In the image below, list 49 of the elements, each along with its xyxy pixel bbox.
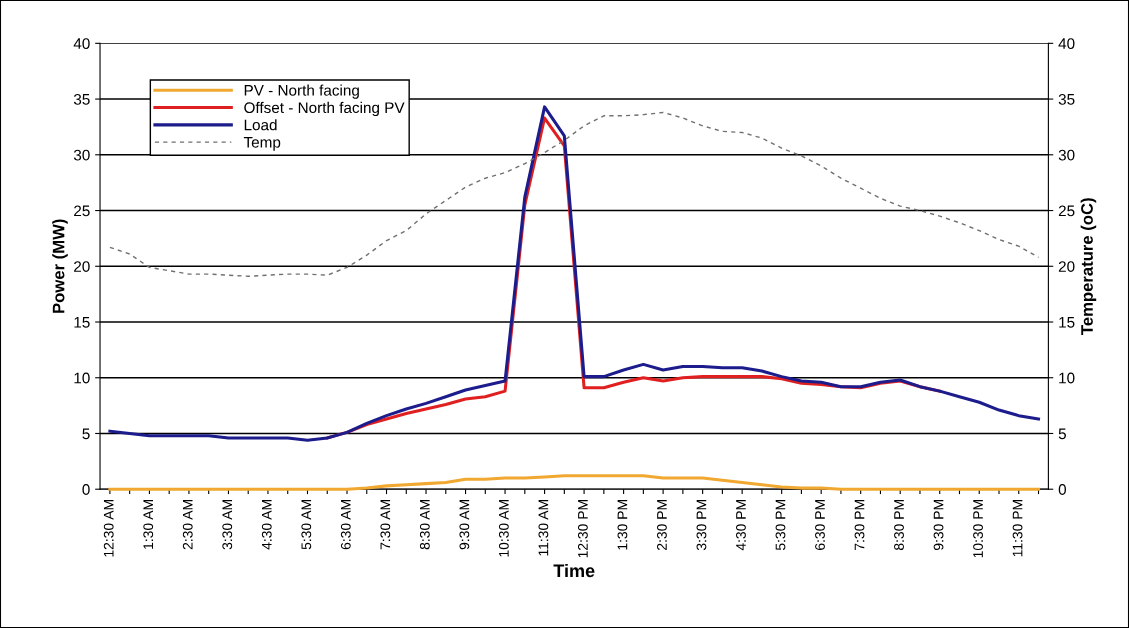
x-tick-label: 12:30 PM bbox=[577, 500, 588, 558]
x-tick-label: 3:30 AM bbox=[222, 500, 233, 550]
y-tick-label: 30 bbox=[73, 149, 90, 161]
x-tick-label: 5:30 PM bbox=[775, 500, 786, 551]
y-tick-label: 10 bbox=[74, 372, 90, 384]
y-tick-label: 15 bbox=[74, 317, 90, 328]
y-tick-label: 40 bbox=[73, 38, 90, 50]
legend-label: PV - North facing bbox=[244, 84, 359, 99]
legend-label: Temp bbox=[243, 136, 281, 151]
y-tick-label: 20 bbox=[74, 261, 90, 272]
y2-axis-title: Temperature (oC) bbox=[1080, 198, 1097, 335]
x-tick-label: 7:30 AM bbox=[380, 500, 391, 550]
x-tick-label: 6:30 PM bbox=[815, 500, 825, 550]
x-tick-label: 5:30 AM bbox=[301, 500, 312, 550]
x-tick-label: 9:30 AM bbox=[459, 500, 470, 550]
x-tick-label: 6:30 AM bbox=[340, 500, 351, 550]
x-tick-label: 8:30 PM bbox=[894, 500, 904, 551]
y2-tick-label: 5 bbox=[1058, 428, 1066, 440]
x-tick-label: 4:30 AM bbox=[261, 500, 272, 550]
x-tick-label: 8:30 AM bbox=[419, 500, 430, 550]
x-tick-label: 7:30 PM bbox=[854, 500, 865, 550]
x-tick-label: 11:30 PM bbox=[1012, 500, 1023, 557]
x-tick-label: 10:30 AM bbox=[498, 500, 509, 557]
y2-tick-label: 20 bbox=[1058, 261, 1075, 272]
y2-tick-label: 25 bbox=[1058, 205, 1075, 217]
x-tick-label: 2:30 PM bbox=[657, 500, 667, 550]
y2-tick-label: 0 bbox=[1058, 484, 1067, 495]
x-tick-label: 1:30 PM bbox=[617, 500, 628, 550]
y-tick-label: 35 bbox=[73, 93, 90, 105]
y2-tick-label: 35 bbox=[1058, 93, 1075, 105]
x-tick-label: 10:30 PM bbox=[973, 500, 983, 558]
x-tick-label: 12:30 AM bbox=[103, 500, 114, 557]
y-tick-label: 0 bbox=[82, 484, 90, 495]
x-tick-label: 3:30 PM bbox=[696, 500, 707, 551]
x-axis-title: Time bbox=[553, 563, 595, 578]
x-tick-label: 11:30 AM bbox=[538, 500, 549, 556]
x-tick-label: 4:30 PM bbox=[736, 500, 746, 551]
y-axis-title: Power (MW) bbox=[52, 219, 68, 313]
y2-tick-label: 30 bbox=[1058, 149, 1075, 161]
y2-tick-label: 40 bbox=[1058, 38, 1075, 50]
y2-tick-label: 15 bbox=[1059, 317, 1075, 328]
x-tick-label: 9:30 PM bbox=[933, 500, 944, 550]
y-tick-label: 5 bbox=[82, 428, 90, 440]
legend-label: Load bbox=[244, 119, 277, 131]
legend-label: Offset - North facing PV bbox=[244, 101, 405, 117]
y2-tick-label: 10 bbox=[1059, 372, 1075, 384]
x-tick-label: 2:30 AM bbox=[182, 500, 193, 550]
x-tick-label: 1:30 AM bbox=[143, 500, 154, 549]
y-tick-label: 25 bbox=[74, 205, 90, 217]
